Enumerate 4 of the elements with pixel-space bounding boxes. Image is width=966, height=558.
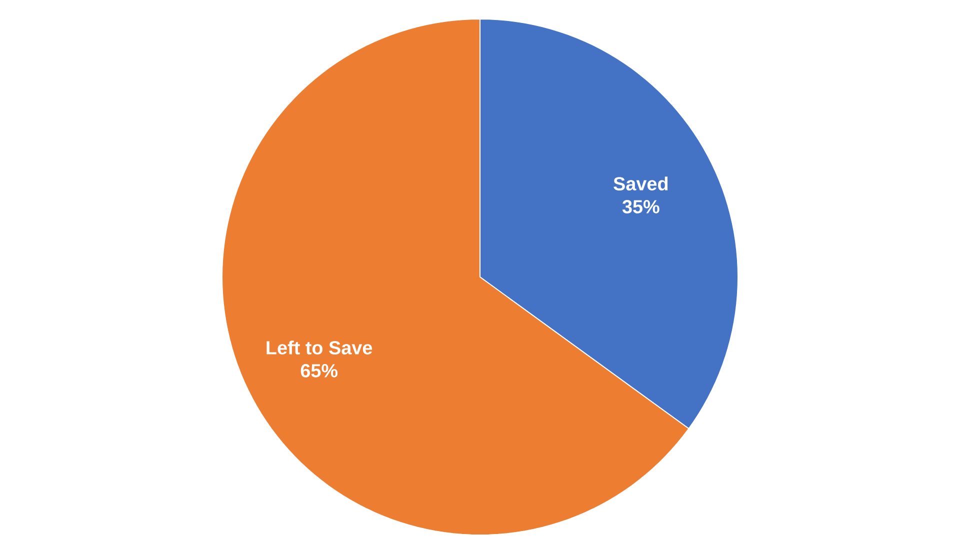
data-label: 65% [300,364,338,378]
data-label: 35% [622,200,660,214]
slice-label: Left to Save [266,340,372,354]
slice-label: Saved [614,176,668,190]
